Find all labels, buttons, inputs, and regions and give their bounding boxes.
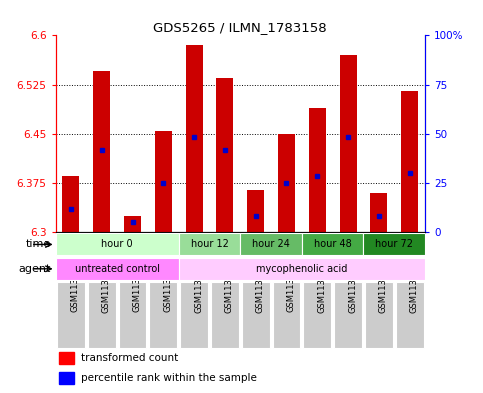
Bar: [185, 45, 202, 232]
FancyBboxPatch shape: [364, 233, 425, 255]
Bar: [401, 91, 418, 232]
FancyBboxPatch shape: [149, 282, 177, 348]
Text: hour 48: hour 48: [314, 239, 352, 250]
Text: agent: agent: [18, 264, 51, 274]
FancyBboxPatch shape: [303, 282, 331, 348]
FancyBboxPatch shape: [365, 282, 393, 348]
FancyBboxPatch shape: [179, 258, 425, 280]
Bar: [247, 189, 264, 232]
FancyBboxPatch shape: [334, 282, 362, 348]
Bar: [216, 78, 233, 232]
FancyBboxPatch shape: [396, 282, 424, 348]
FancyBboxPatch shape: [88, 282, 115, 348]
Bar: [309, 108, 326, 232]
Text: hour 12: hour 12: [191, 239, 228, 250]
Text: percentile rank within the sample: percentile rank within the sample: [82, 373, 257, 383]
Text: GSM1133725: GSM1133725: [163, 256, 172, 312]
FancyBboxPatch shape: [302, 233, 364, 255]
Bar: [278, 134, 295, 232]
FancyBboxPatch shape: [179, 233, 240, 255]
Text: hour 24: hour 24: [252, 239, 290, 250]
Text: GSM1133732: GSM1133732: [379, 256, 388, 312]
Text: mycophenolic acid: mycophenolic acid: [256, 264, 348, 274]
Text: GSM1133729: GSM1133729: [286, 256, 296, 312]
Text: GSM1133731: GSM1133731: [348, 256, 357, 312]
Bar: [340, 55, 356, 232]
Text: hour 72: hour 72: [375, 239, 413, 250]
Text: time: time: [26, 239, 51, 250]
FancyBboxPatch shape: [242, 282, 270, 348]
Text: GSM1133730: GSM1133730: [317, 256, 327, 312]
Text: GSM1133722: GSM1133722: [71, 256, 80, 312]
FancyBboxPatch shape: [211, 282, 239, 348]
Text: GSM1133726: GSM1133726: [194, 256, 203, 312]
FancyBboxPatch shape: [180, 282, 208, 348]
Bar: [59, 372, 74, 384]
FancyBboxPatch shape: [119, 282, 146, 348]
Bar: [155, 130, 172, 232]
Text: GSM1133733: GSM1133733: [410, 256, 419, 312]
Bar: [370, 193, 387, 232]
Bar: [62, 176, 79, 232]
Text: hour 0: hour 0: [101, 239, 133, 250]
Bar: [59, 352, 74, 364]
Bar: [93, 72, 110, 232]
Text: GSM1133728: GSM1133728: [256, 256, 265, 312]
Bar: [124, 216, 141, 232]
Title: GDS5265 / ILMN_1783158: GDS5265 / ILMN_1783158: [154, 21, 327, 34]
FancyBboxPatch shape: [272, 282, 300, 348]
FancyBboxPatch shape: [240, 233, 302, 255]
FancyBboxPatch shape: [56, 233, 179, 255]
Text: transformed count: transformed count: [82, 353, 179, 363]
Text: GSM1133724: GSM1133724: [132, 256, 142, 312]
Text: GSM1133723: GSM1133723: [102, 256, 111, 312]
FancyBboxPatch shape: [57, 282, 85, 348]
FancyBboxPatch shape: [56, 258, 179, 280]
Text: GSM1133727: GSM1133727: [225, 256, 234, 312]
Text: untreated control: untreated control: [75, 264, 159, 274]
